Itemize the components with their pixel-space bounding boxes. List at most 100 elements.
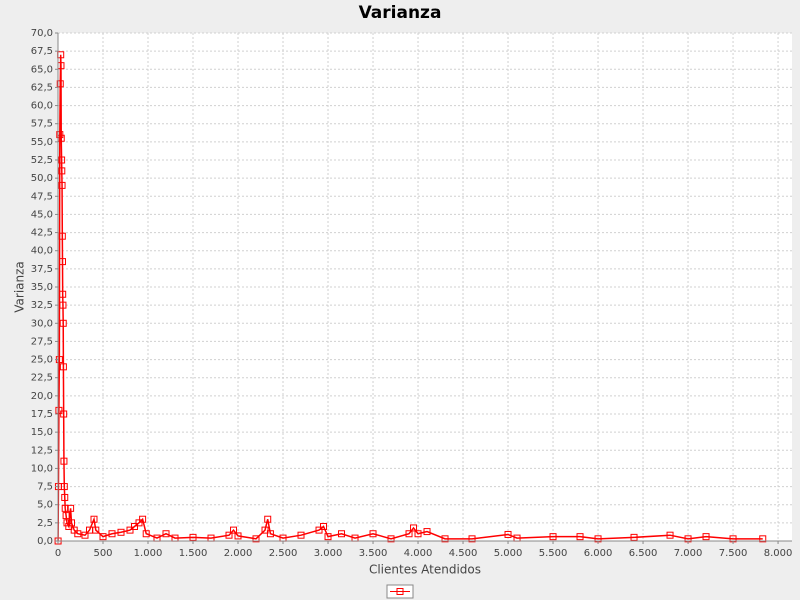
y-tick-label: 52,5 [31,155,53,166]
point-marker [162,530,170,538]
point-marker [58,181,66,189]
y-tick-label: 5,0 [37,500,53,511]
point-marker [142,530,150,538]
y-axis-label: Varianza [13,261,27,313]
y-tick-label: 30,0 [31,318,53,329]
point-marker [58,232,66,240]
y-tick-label: 65,0 [31,64,53,75]
y-tick-label: 40,0 [31,246,53,257]
y-tick-label: 27,5 [31,336,53,347]
y-tick-label: 37,5 [31,264,53,275]
x-tick-label: 0 [55,548,61,559]
y-tick-label: 25,0 [31,355,53,366]
point-marker [468,535,476,543]
point-marker [702,533,710,541]
legend-marker [396,588,404,595]
x-tick-label: 6.000 [584,548,613,559]
x-tick-label: 7.500 [719,548,748,559]
point-marker [315,526,323,534]
point-marker [58,167,66,175]
point-marker [62,512,70,520]
y-tick-label: 10,0 [31,463,53,474]
point-marker [666,531,674,539]
y-tick-label: 2,5 [37,518,53,529]
point-marker [56,80,64,88]
point-marker [324,533,332,541]
point-marker [58,156,66,164]
point-marker [264,515,272,523]
data [54,51,767,545]
point-marker [117,528,125,536]
y-tick-label: 45,0 [31,209,53,220]
point-marker [59,258,67,266]
point-marker [61,493,69,501]
point-marker [759,535,767,543]
point-marker [59,290,67,298]
plot-area [58,33,792,541]
point-marker [59,363,67,371]
point-marker [549,533,557,541]
point-marker [297,531,305,539]
y-tick-label: 17,5 [31,409,53,420]
y-tick-label: 12,5 [31,445,53,456]
grid [57,32,792,542]
chart-title: Varianza [359,3,442,23]
point-marker [131,522,139,530]
point-marker [59,301,67,309]
point-marker [55,406,63,414]
point-marker [410,524,418,532]
x-tick-label: 3.500 [359,548,388,559]
x-tick-label: 8.000 [764,548,793,559]
point-marker [60,483,68,491]
x-tick-label: 5.000 [494,548,523,559]
point-marker [108,530,116,538]
point-marker [234,532,242,540]
point-marker [99,533,107,541]
y-tick-label: 70,0 [31,28,53,39]
point-marker [61,504,69,512]
point-marker [225,531,233,539]
y-tick-label: 32,5 [31,300,53,311]
y-tick-label: 35,0 [31,282,53,293]
y-tick-label: 20,0 [31,391,53,402]
point-marker [414,530,422,538]
x-axis-label: Clientes Atendidos [369,563,481,577]
point-marker [81,531,89,539]
x-tick-label: 7.000 [674,548,703,559]
y-tick-label: 47,5 [31,191,53,202]
point-marker [504,530,512,538]
x-tick-label: 1.500 [179,548,208,559]
point-marker [60,410,68,418]
point-marker [630,533,638,541]
point-marker [405,530,413,538]
point-marker [63,519,71,527]
y-tick-label: 67,5 [31,46,53,57]
y-tick-label: 0,0 [37,536,53,547]
point-marker [441,535,449,543]
y-tick-label: 60,0 [31,101,53,112]
point-marker [252,535,260,543]
point-marker [56,131,64,139]
y-tick-label: 50,0 [31,173,53,184]
y-tick-label: 22,5 [31,373,53,384]
x-tick-label: 3.000 [314,548,343,559]
y-tick-label: 7,5 [37,482,53,493]
y-tick-label: 57,5 [31,119,53,130]
point-marker [59,319,67,327]
point-marker [70,526,78,534]
y-tick-label: 42,5 [31,228,53,239]
point-marker [189,533,197,541]
point-marker [261,526,269,534]
x-tick-label: 500 [93,548,112,559]
point-marker [387,535,395,543]
x-tick-label: 4.500 [449,548,478,559]
x-tick-label: 1.000 [134,548,163,559]
point-marker [74,530,82,538]
point-marker [135,519,143,527]
x-tick-label: 2.500 [269,548,298,559]
point-marker [139,515,147,523]
point-marker [90,515,98,523]
point-marker [60,457,68,465]
x-tick-label: 2.000 [224,548,253,559]
